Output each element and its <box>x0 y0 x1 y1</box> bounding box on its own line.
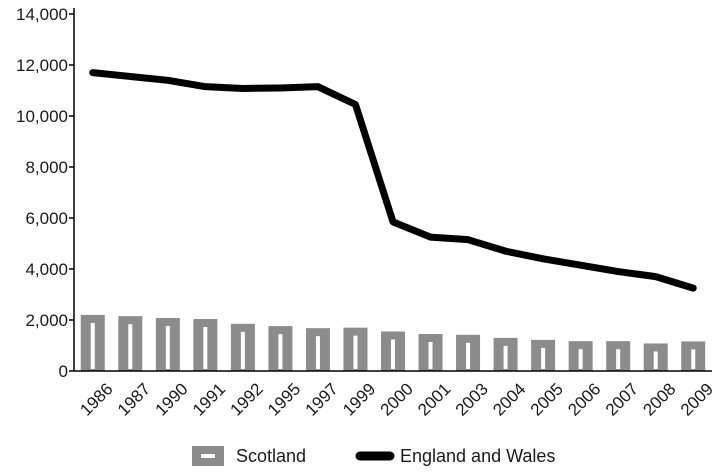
x-tick-label: 2005 <box>527 379 567 419</box>
x-tick-label: 2007 <box>602 379 642 419</box>
x-tick-label: 1999 <box>339 379 379 419</box>
legend: Scotland England and Wales <box>192 446 555 466</box>
scotland-bar <box>531 340 555 371</box>
x-tick-label: 2008 <box>639 379 679 419</box>
y-tick-label: 4,000 <box>25 260 68 279</box>
scotland-bar <box>231 324 255 371</box>
x-tick-label: 1992 <box>227 379 267 419</box>
x-axis: 1986198719901991199219951997199920002001… <box>74 371 714 420</box>
x-tick-label: 1991 <box>189 379 229 419</box>
scotland-bars <box>81 315 705 371</box>
scotland-bar <box>81 315 105 371</box>
x-tick-label: 1997 <box>302 379 342 419</box>
england-wales-line-layer <box>93 73 694 289</box>
scotland-bar <box>156 318 180 371</box>
scotland-bar <box>494 338 518 371</box>
scotland-bar <box>268 326 292 371</box>
x-tick-label: 1995 <box>264 379 304 419</box>
y-tick-label: 0 <box>59 362 68 381</box>
y-tick-label: 8,000 <box>25 158 68 177</box>
england-wales-line <box>93 73 693 288</box>
x-tick-label: 1987 <box>114 379 154 419</box>
scotland-bar <box>381 331 405 371</box>
scotland-bar <box>419 334 443 371</box>
y-axis: 0 2,000 4,000 6,000 8,000 10,000 12,000 14,000 <box>16 5 74 381</box>
y-tick-label: 12,000 <box>16 56 68 75</box>
scotland-bar <box>306 328 330 371</box>
legend-label-england-wales: England and Wales <box>400 446 555 466</box>
y-tick-label: 6,000 <box>25 209 68 228</box>
y-tick-label: 14,000 <box>16 5 68 24</box>
x-tick-label: 2001 <box>414 379 454 419</box>
x-tick-label: 1990 <box>151 379 191 419</box>
legend-item-england-wales: England and Wales <box>360 446 555 466</box>
legend-label-scotland: Scotland <box>236 446 306 466</box>
x-tick-label: 2006 <box>564 379 604 419</box>
scotland-bar <box>118 316 142 371</box>
y-tick-label: 10,000 <box>16 107 68 126</box>
x-tick-label: 2003 <box>452 379 492 419</box>
scotland-bar <box>681 341 705 371</box>
scotland-bar <box>644 343 668 371</box>
y-tick-label: 2,000 <box>25 311 68 330</box>
scotland-bar <box>193 319 217 371</box>
legend-item-scotland: Scotland <box>192 446 306 466</box>
scotland-bar <box>456 335 480 371</box>
scotland-bar <box>606 341 630 371</box>
x-tick-label: 2009 <box>677 379 714 419</box>
x-tick-label: 1986 <box>76 379 116 419</box>
scotland-bar <box>569 341 593 371</box>
scotland-bar <box>343 328 367 371</box>
x-tick-label: 2000 <box>377 379 417 419</box>
x-tick-label: 2004 <box>489 379 529 419</box>
